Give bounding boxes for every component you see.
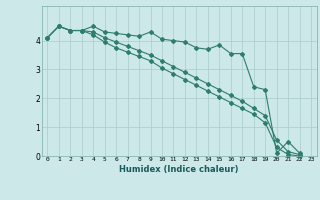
X-axis label: Humidex (Indice chaleur): Humidex (Indice chaleur) [119, 165, 239, 174]
